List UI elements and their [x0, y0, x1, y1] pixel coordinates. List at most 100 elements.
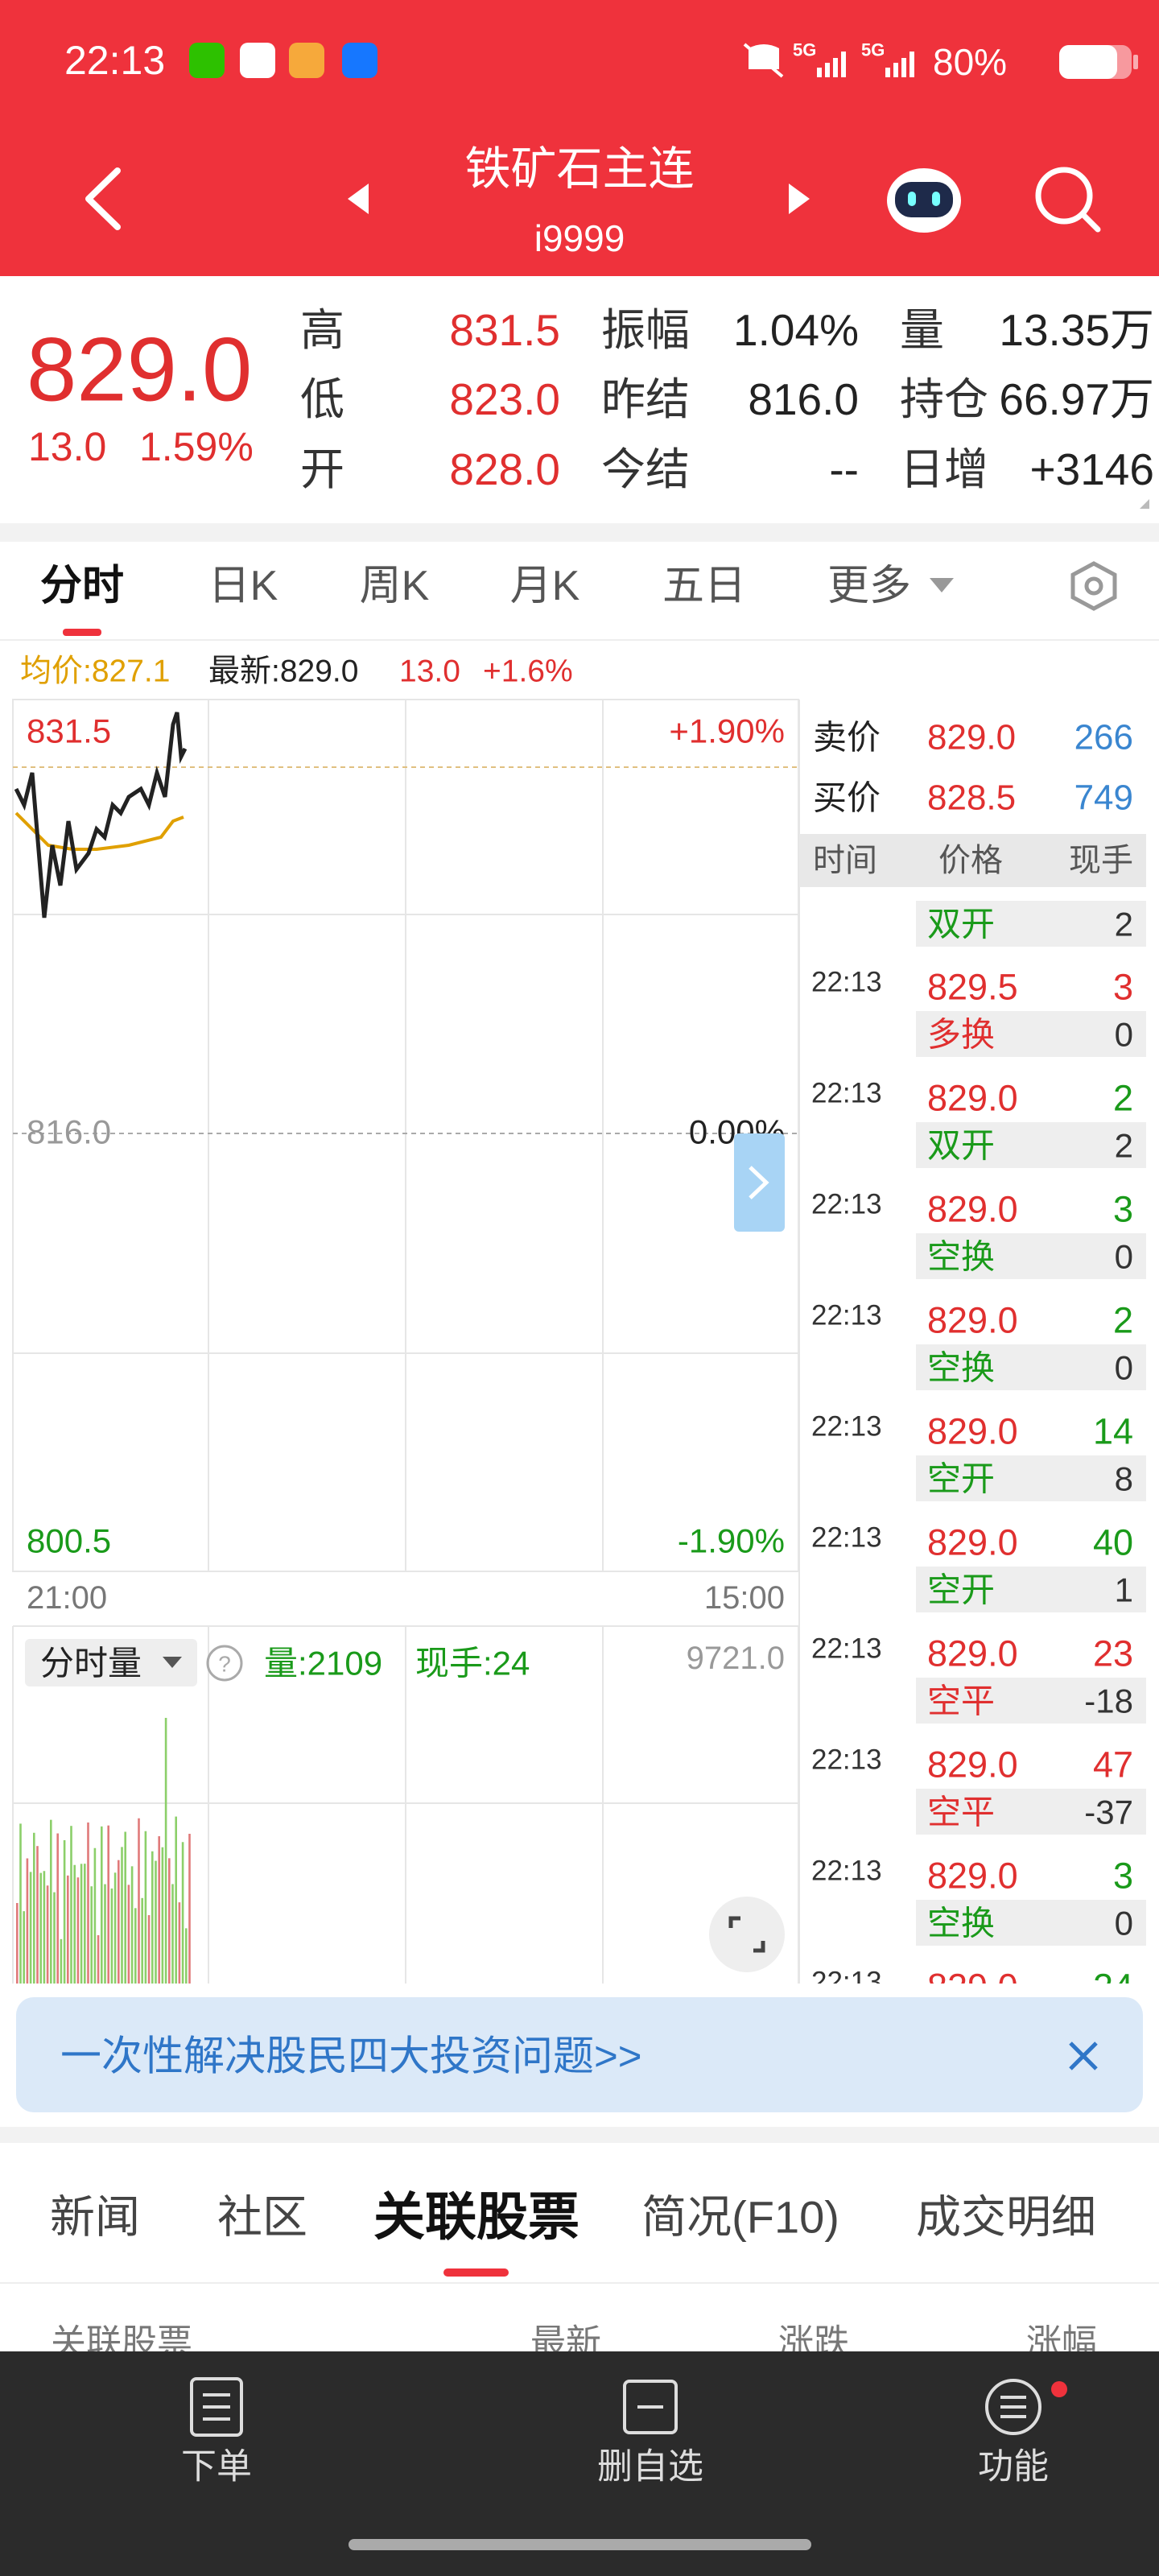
trade-qty: 3	[1113, 967, 1133, 1008]
detail-tab[interactable]: 关联股票	[373, 2188, 580, 2246]
volume-bar	[60, 1938, 63, 1984]
trade-type: 双开	[927, 1127, 995, 1165]
time-label-end: 15:00	[704, 1580, 785, 1616]
ask-label: 卖价	[813, 719, 881, 757]
trade-time: 22:13	[811, 967, 882, 998]
chart-tab[interactable]: 周K	[360, 563, 430, 609]
next-contract-button[interactable]	[789, 184, 810, 214]
chart-tab[interactable]: 分时	[40, 563, 124, 609]
stat-label: 低	[300, 374, 344, 424]
trade-type-bg	[916, 1233, 1146, 1279]
pct-label-high: +1.90%	[669, 712, 785, 750]
status-mute-icon	[743, 43, 784, 78]
trade-type: 双开	[927, 906, 995, 943]
functions-button[interactable]: 功能	[978, 2379, 1067, 2487]
chart-tab[interactable]: 更多	[827, 563, 911, 609]
promo-banner[interactable]	[16, 1997, 1143, 2112]
toggle-panel-button[interactable]	[734, 1133, 785, 1232]
trade-type: 空平	[927, 1794, 995, 1831]
stat-value: 823.0	[449, 374, 560, 424]
trade-time: 22:13	[811, 1856, 882, 1887]
volume-total: 量:2109	[264, 1645, 382, 1682]
volume-bar	[63, 1839, 66, 1984]
prev-contract-button[interactable]	[348, 184, 369, 214]
volume-bar	[56, 1833, 59, 1984]
chart-tabs: 分时 日K 周K 月K 五日 更多	[40, 563, 911, 609]
fullscreen-button[interactable]	[709, 1897, 785, 1972]
remove-watchlist-button[interactable]: 删自选	[597, 2380, 703, 2487]
trade-price: 829.0	[927, 1189, 1018, 1230]
trade-type-bg	[916, 1011, 1146, 1057]
price-line	[14, 712, 188, 919]
trade-header	[799, 834, 1146, 887]
volume-bar	[124, 1831, 126, 1984]
network-label: 5G	[861, 40, 885, 60]
chart-tab[interactable]: 五日	[662, 563, 746, 609]
detail-tab[interactable]: 成交明细	[916, 2192, 1096, 2243]
volume-bar	[141, 1897, 143, 1984]
volume-bar	[73, 1864, 76, 1984]
trade-delta: 0	[1115, 1016, 1133, 1054]
volume-max: 9721.0	[687, 1641, 785, 1676]
detail-tab[interactable]: 社区	[217, 2192, 307, 2243]
back-button[interactable]	[85, 167, 121, 230]
volume-current: 现手:24	[415, 1645, 530, 1682]
stat-value: 1.04%	[733, 305, 859, 355]
y-label-mid: 816.0	[27, 1113, 111, 1151]
battery-icon	[1059, 45, 1138, 79]
trade-price: 829.0	[927, 1744, 1018, 1785]
detail-tabs: 新闻 社区 关联股票 简况(F10) 成交明细	[50, 2188, 1096, 2246]
volume-grid	[12, 1625, 799, 1984]
trade-type-bg	[916, 1789, 1146, 1835]
detail-tab[interactable]: 新闻	[50, 2192, 140, 2243]
promo-text: 一次性解决股民四大投资问题>>	[60, 2033, 642, 2079]
volume-bar	[46, 1885, 49, 1984]
trade-qty: 14	[1093, 1411, 1133, 1452]
stat-label: 量	[900, 305, 944, 355]
column-header: 现手	[1069, 843, 1133, 878]
stat-label: 今结	[601, 444, 690, 494]
latest-price: 最新:829.0	[208, 654, 358, 689]
trade-qty: 3	[1113, 1856, 1133, 1897]
help-button[interactable]	[206, 1645, 243, 1682]
volume-bar	[147, 1915, 151, 1984]
trade-delta: 2	[1115, 906, 1133, 943]
chart-tab[interactable]: 日K	[208, 563, 278, 609]
chart-tab[interactable]: 月K	[510, 563, 580, 609]
volume-bar	[164, 1718, 167, 1984]
trade-delta: 1	[1115, 1571, 1133, 1609]
volume-bar	[175, 1816, 177, 1984]
trade-qty: 24	[1093, 1967, 1133, 2008]
active-tab-indicator	[63, 629, 101, 636]
trade-time: 22:13	[811, 1411, 882, 1443]
column-header: 关联股票	[51, 2323, 192, 2363]
contract-title: 铁矿石主连	[465, 143, 695, 195]
settings-button[interactable]	[1070, 561, 1117, 611]
column-header: 涨跌	[778, 2323, 849, 2363]
volume-bar	[43, 1871, 46, 1984]
volume-bar	[101, 1826, 103, 1984]
trade-qty: 47	[1093, 1744, 1133, 1785]
volume-bar	[29, 1872, 32, 1984]
trade-type-bg	[916, 1344, 1146, 1390]
search-button[interactable]	[1035, 167, 1101, 233]
ask-price: 829.0	[927, 718, 1016, 758]
active-tab-indicator	[443, 2268, 509, 2277]
close-banner-button[interactable]	[1069, 2041, 1098, 2070]
column-header: 最新	[530, 2323, 601, 2363]
volume-bar	[168, 1858, 171, 1984]
volume-bar	[90, 1886, 93, 1984]
volume-selector[interactable]	[25, 1639, 197, 1686]
volume-bar	[138, 1818, 140, 1984]
stat-value: 816.0	[748, 374, 859, 424]
column-header: 涨幅	[1026, 2323, 1097, 2363]
detail-tab[interactable]: 简况(F10)	[641, 2192, 839, 2243]
order-button[interactable]: 下单	[181, 2377, 252, 2487]
trade-price: 829.0	[927, 1411, 1018, 1452]
volume-bar	[107, 1825, 109, 1984]
trade-price: 829.5	[927, 967, 1018, 1008]
assistant-button[interactable]	[887, 168, 961, 233]
network-label: 5G	[793, 40, 816, 60]
stat-value: 13.35万	[999, 305, 1154, 355]
